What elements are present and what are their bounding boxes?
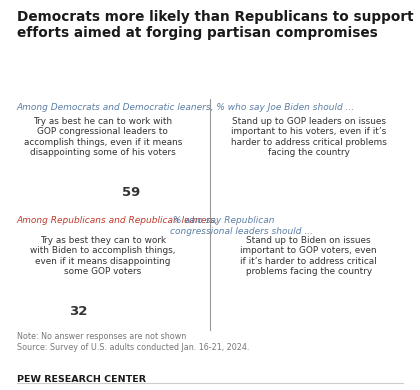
Text: Democrats more likely than Republicans to support
efforts aimed at forging parti: Democrats more likely than Republicans t… <box>17 10 413 40</box>
Text: Try as best they can to work
with Biden to accomplish things,
even if it means d: Try as best they can to work with Biden … <box>30 236 176 276</box>
Text: Try as best he can to work with
GOP congressional leaders to
accomplish things, : Try as best he can to work with GOP cong… <box>24 117 182 157</box>
Text: PEW RESEARCH CENTER: PEW RESEARCH CENTER <box>17 375 146 384</box>
Text: Among Democrats and Democratic leaners, % who say Joe Biden should ...: Among Democrats and Democratic leaners, … <box>17 103 355 112</box>
Text: Among Republicans and Republican leaners,: Among Republicans and Republican leaners… <box>17 216 218 225</box>
Text: % who say Republican
congressional leaders should ...: % who say Republican congressional leade… <box>170 216 313 236</box>
Text: 40: 40 <box>315 186 333 199</box>
Text: 66: 66 <box>260 305 279 318</box>
Text: 59: 59 <box>122 186 140 199</box>
Text: Stand up to GOP leaders on issues
important to his voters, even if it’s
harder t: Stand up to GOP leaders on issues import… <box>231 117 387 157</box>
Text: Stand up to Biden on issues
important to GOP voters, even
if it’s harder to addr: Stand up to Biden on issues important to… <box>240 236 377 276</box>
Text: Note: No answer responses are not shown
Source: Survey of U.S. adults conducted : Note: No answer responses are not shown … <box>17 332 249 352</box>
Text: 32: 32 <box>69 305 88 318</box>
